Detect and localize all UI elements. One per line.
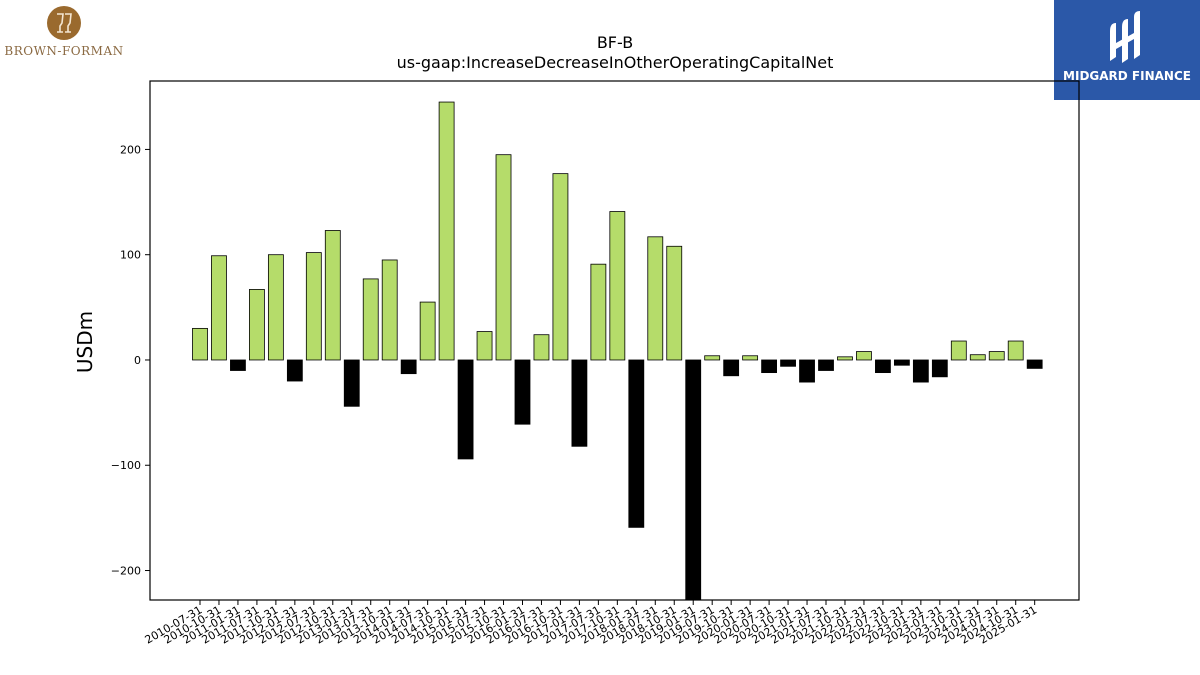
bar <box>893 359 910 366</box>
bar <box>931 359 948 378</box>
bar <box>837 356 853 361</box>
bar <box>400 359 417 375</box>
bar <box>912 359 929 383</box>
plot-frame <box>149 80 1080 601</box>
bar <box>590 263 607 361</box>
bar <box>761 359 777 374</box>
bar <box>192 327 208 361</box>
bar <box>457 359 474 460</box>
y-tick-label: −100 <box>111 459 141 472</box>
bar <box>988 351 1005 361</box>
bar <box>685 359 702 601</box>
bar <box>381 259 398 361</box>
y-tick-label: −200 <box>111 565 141 578</box>
y-tick-label: 100 <box>120 249 141 262</box>
bar <box>211 255 227 361</box>
bar <box>343 359 360 407</box>
bar <box>230 359 246 371</box>
bar <box>628 359 645 528</box>
brown-forman-wordmark: BROWN-FORMAN <box>4 44 124 58</box>
bar <box>856 351 872 361</box>
bar <box>514 359 531 425</box>
bar <box>438 101 455 361</box>
bar <box>799 359 815 383</box>
bar <box>969 354 986 361</box>
bar <box>305 252 322 361</box>
bar <box>533 334 550 361</box>
bar <box>723 359 740 377</box>
bar <box>742 355 759 361</box>
bar <box>780 359 796 367</box>
glasses-emblem-icon <box>47 6 81 40</box>
bar <box>249 289 265 361</box>
bars-group <box>192 101 1043 601</box>
bar <box>286 359 303 382</box>
bar <box>950 340 967 361</box>
bar <box>419 301 436 361</box>
midgard-finance-wordmark: MIDGARD FINANCE <box>1063 69 1191 83</box>
y-axis-label: USDm <box>73 311 97 373</box>
bar <box>362 278 379 361</box>
x-axis: 2010-07-312010-10-312011-01-312011-07-31… <box>143 600 1039 647</box>
y-axis: −200 −100 0 100 200 <box>111 143 150 578</box>
bar <box>1026 359 1043 369</box>
bar <box>666 245 683 361</box>
bar <box>552 173 569 361</box>
chart-title: BF-B <box>597 33 633 52</box>
bar <box>495 154 512 361</box>
bar <box>875 359 891 374</box>
bar <box>324 230 341 361</box>
y-tick-label: 200 <box>120 143 141 156</box>
bar <box>704 355 721 361</box>
bar <box>818 359 834 371</box>
brown-forman-logo: BROWN-FORMAN <box>4 4 124 62</box>
bar <box>267 254 284 361</box>
midgard-finance-logo: MIDGARD FINANCE <box>1054 0 1200 100</box>
bar <box>571 359 588 447</box>
bar <box>476 331 493 361</box>
midgard-m-icon <box>1104 9 1150 67</box>
bar <box>1007 340 1024 361</box>
y-tick-label: 0 <box>134 354 141 367</box>
chart-subtitle: us-gaap:IncreaseDecreaseInOtherOperating… <box>397 53 834 72</box>
bar <box>609 211 626 361</box>
bar <box>647 236 664 361</box>
